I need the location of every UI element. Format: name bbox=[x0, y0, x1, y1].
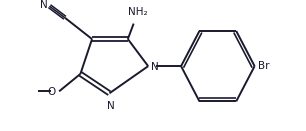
Text: N: N bbox=[40, 0, 47, 10]
Text: N: N bbox=[151, 62, 159, 72]
Text: N: N bbox=[106, 101, 114, 111]
Text: Br: Br bbox=[259, 61, 270, 71]
Text: NH₂: NH₂ bbox=[128, 7, 147, 17]
Text: O: O bbox=[47, 87, 55, 97]
